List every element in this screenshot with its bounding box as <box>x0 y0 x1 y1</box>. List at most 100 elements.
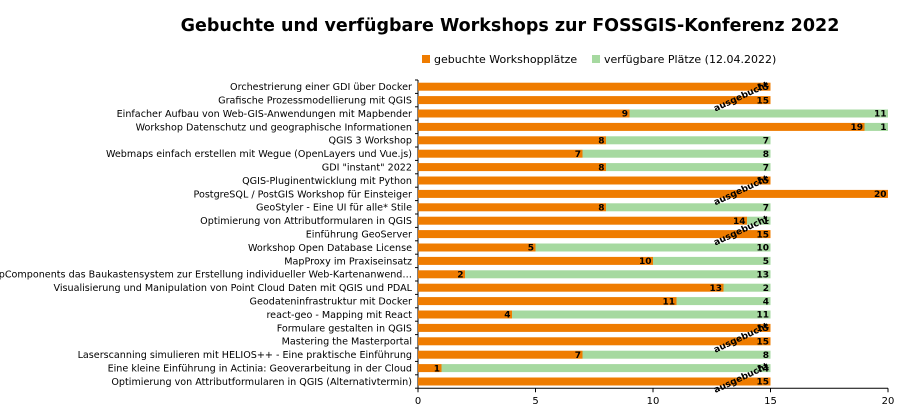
bar-booked <box>418 163 606 172</box>
bar-booked <box>418 122 865 131</box>
bar-booked <box>418 310 512 319</box>
bar-booked <box>418 270 465 279</box>
data-label-booked: 15 <box>756 230 769 240</box>
data-label-available: 11 <box>874 110 887 120</box>
x-tick-label: 15 <box>764 396 777 407</box>
bar-available <box>606 136 771 145</box>
bar-available <box>606 203 771 212</box>
category-label: react-geo - Mapping mit React <box>266 310 412 321</box>
data-label-booked: 2 <box>457 271 463 281</box>
bar-booked <box>418 350 583 359</box>
data-label-available: 1 <box>880 123 886 133</box>
x-tick-label: 5 <box>532 396 538 407</box>
bar-available <box>653 256 771 265</box>
bar-available <box>629 109 888 118</box>
category-label: Mastering the Masterportal <box>282 337 412 348</box>
data-label-booked: 11 <box>662 297 675 307</box>
data-label-available: 10 <box>756 244 769 254</box>
data-label-available: 7 <box>763 204 769 214</box>
bar-booked <box>418 283 724 292</box>
bar-booked <box>418 243 536 252</box>
category-label: Optimierung von Attributformularen in QG… <box>200 216 412 227</box>
data-label-booked: 8 <box>598 204 604 214</box>
legend: gebuchte Workshopplätze verfügbare Plätz… <box>422 53 776 66</box>
data-label-available: 1 <box>763 217 769 227</box>
data-label-available: 14 <box>756 364 769 374</box>
bar-booked <box>418 189 888 198</box>
data-label-available: 7 <box>763 137 769 147</box>
data-label-booked: 7 <box>575 150 581 160</box>
x-tick-label: 20 <box>882 396 895 407</box>
data-label-booked: 19 <box>850 123 863 133</box>
category-label: Optimierung von Attributformularen in QG… <box>111 377 412 388</box>
legend-swatch-booked <box>422 55 430 63</box>
bar-booked <box>418 230 771 239</box>
bar-available <box>723 283 771 292</box>
data-label-booked: 15 <box>756 96 769 106</box>
x-tick-label: 10 <box>647 396 660 407</box>
category-label: Workshop Open Database License <box>248 243 412 254</box>
data-label-available: 13 <box>756 271 769 281</box>
category-label: QGIS 3 Workshop <box>329 136 412 147</box>
bar-booked <box>418 109 630 118</box>
bar-booked <box>418 256 653 265</box>
category-label: Laserscanning simulieren mit HELIOS++ - … <box>78 350 412 361</box>
data-label-booked: 20 <box>874 190 887 200</box>
category-label: Orchestrierung einer GDI über Docker <box>230 82 412 93</box>
data-label-booked: 4 <box>504 311 510 321</box>
data-label-available: 11 <box>756 311 769 321</box>
bar-booked <box>418 337 771 346</box>
bar-booked <box>418 82 771 91</box>
data-label-booked: 10 <box>639 257 652 267</box>
bar-booked <box>418 136 606 145</box>
category-label: Einführung GeoServer <box>306 230 412 241</box>
category-label: GDI "instant" 2022 <box>322 163 412 174</box>
bar-available <box>441 364 771 373</box>
bar-available <box>512 310 771 319</box>
legend-swatch-available <box>592 55 600 63</box>
bar-available <box>676 297 771 306</box>
data-label-booked: 14 <box>733 217 746 227</box>
bar-available <box>535 243 771 252</box>
bar-booked <box>418 377 771 386</box>
bar-booked <box>418 203 606 212</box>
data-label-available: 8 <box>763 150 769 160</box>
bar-booked <box>418 323 771 332</box>
bar-booked <box>418 176 771 185</box>
bar-booked <box>418 364 442 373</box>
category-label: Einfacher Aufbau von Web-GIS-Anwendungen… <box>117 109 412 120</box>
data-label-available: 8 <box>763 351 769 361</box>
data-label-booked: 7 <box>575 351 581 361</box>
category-label: Grafische Prozessmodellierung mit QGIS <box>218 96 412 107</box>
bar-available <box>582 149 771 158</box>
bar-booked <box>418 297 677 306</box>
category-label: QGIS-Pluginentwicklung mit Python <box>242 176 412 187</box>
data-label-available: 7 <box>763 163 769 173</box>
legend-label-available: verfügbare Plätze (12.04.2022) <box>604 53 776 66</box>
bar-available <box>747 216 771 225</box>
category-label: Formulare gestalten in QGIS <box>277 323 412 334</box>
bar-available <box>606 163 771 172</box>
category-label: Visualisierung und Manipulation von Poin… <box>53 283 412 294</box>
category-label: Workshop Datenschutz und geographische I… <box>136 122 412 133</box>
category-label: MapComponents das Baukastensystem zur Er… <box>0 270 412 281</box>
data-label-booked: 15 <box>756 83 769 93</box>
data-label-available: 4 <box>763 297 769 307</box>
data-label-booked: 9 <box>622 110 628 120</box>
data-label-booked: 15 <box>756 378 769 388</box>
category-label: Eine kleine Einführung in Actinia: Geove… <box>108 364 412 375</box>
category-label: Webmaps einfach erstellen mit Wegue (Ope… <box>106 149 412 160</box>
data-label-booked: 15 <box>756 177 769 187</box>
data-label-booked: 13 <box>709 284 722 294</box>
data-label-booked: 5 <box>528 244 534 254</box>
bar-available <box>465 270 771 279</box>
bar-booked <box>418 96 771 105</box>
category-label: PostgreSQL / PostGIS Workshop für Einste… <box>194 189 413 200</box>
data-label-booked: 1 <box>434 364 440 374</box>
data-label-booked: 15 <box>756 338 769 348</box>
data-label-available: 5 <box>763 257 769 267</box>
bar-available <box>864 122 888 131</box>
